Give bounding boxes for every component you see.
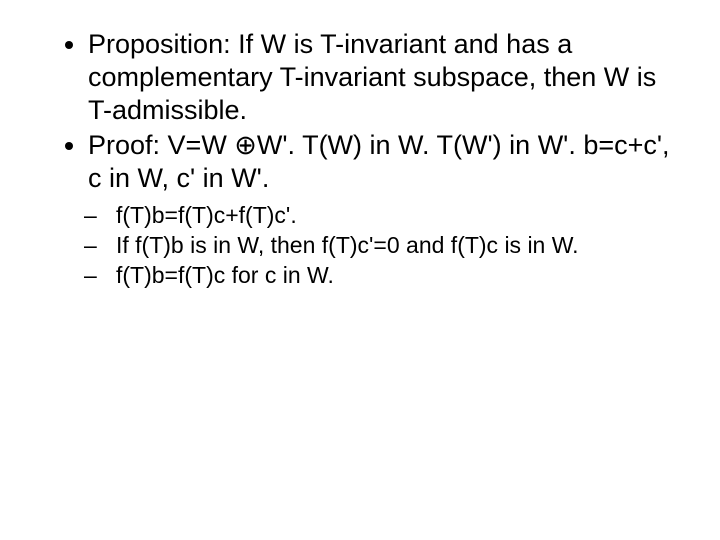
bullet-proposition: Proposition: If W is T-invariant and has… [88, 28, 672, 127]
sub-bullet: If f(T)b is in W, then f(T)c'=0 and f(T)… [100, 231, 672, 259]
sub-bullet: f(T)b=f(T)c for c in W. [100, 261, 672, 289]
sub-bullet-list: f(T)b=f(T)c+f(T)c'. If f(T)b is in W, th… [88, 201, 672, 289]
sub-bullet: f(T)b=f(T)c+f(T)c'. [100, 201, 672, 229]
sub-bullet-text: If f(T)b is in W, then f(T)c'=0 and f(T)… [116, 232, 579, 258]
slide: Proposition: If W is T-invariant and has… [0, 0, 720, 540]
sub-bullet-text: f(T)b=f(T)c for c in W. [116, 262, 334, 288]
bullet-text: Proposition: If W is T-invariant and has… [88, 29, 656, 125]
bullet-proof: Proof: V=W ⊕W'. T(W) in W. T(W') in W'. … [88, 129, 672, 289]
bullet-text: Proof: V=W ⊕W'. T(W) in W. T(W') in W'. … [88, 130, 670, 193]
sub-bullet-text: f(T)b=f(T)c+f(T)c'. [116, 202, 297, 228]
main-bullet-list: Proposition: If W is T-invariant and has… [48, 28, 672, 289]
